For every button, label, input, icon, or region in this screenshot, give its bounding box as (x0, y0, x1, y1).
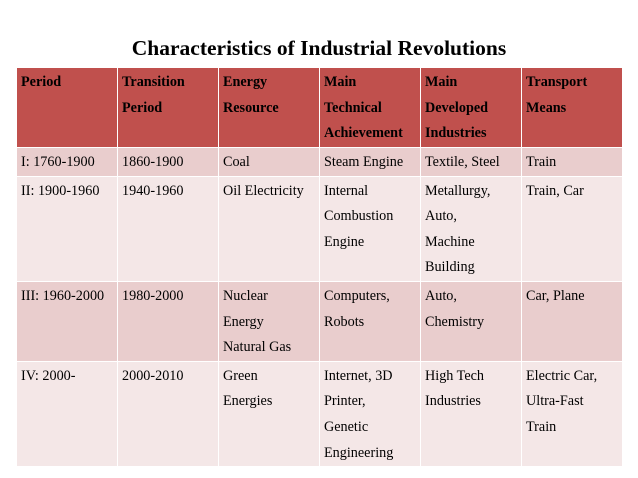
table-cell: Nuclear Energy Natural Gas (218, 281, 320, 362)
table-cell: Metallurgy, Auto, Machine Building (420, 176, 522, 282)
table-row: II: 1900-1960 1940-1960 Oil Electricity … (16, 176, 623, 282)
header-period: Period (16, 68, 118, 148)
table-cell: Train, Car (521, 176, 623, 282)
table-cell: IV: 2000- (16, 361, 118, 468)
table-cell: III: 1960-2000 (16, 281, 118, 362)
table-header-row: Period Transition Period Energy Resource… (16, 68, 623, 148)
revolutions-table: Period Transition Period Energy Resource… (16, 68, 623, 468)
header-transition-period: Transition Period (117, 68, 219, 148)
page-title: Characteristics of Industrial Revolution… (131, 36, 507, 60)
table-cell: Internet, 3D Printer, Genetic Engineerin… (319, 361, 421, 468)
table-cell: High Tech Industries (420, 361, 522, 468)
table-cell: Oil Electricity (218, 176, 320, 282)
table-cell: Green Energies (218, 361, 320, 468)
table-cell: 1860-1900 (117, 147, 219, 177)
table-cell: Computers, Robots (319, 281, 421, 362)
table-cell: 2000-2010 (117, 361, 219, 468)
table-cell: Car, Plane (521, 281, 623, 362)
header-main-developed-industries: Main Developed Industries (420, 68, 522, 148)
table-cell: 1980-2000 (117, 281, 219, 362)
table-cell: 1940-1960 (117, 176, 219, 282)
table-row: IV: 2000- 2000-2010 Green Energies Inter… (16, 361, 623, 468)
header-main-technical-achievement: Main Technical Achievement (319, 68, 421, 148)
table-row: III: 1960-2000 1980-2000 Nuclear Energy … (16, 281, 623, 362)
table-cell: Steam Engine (319, 147, 421, 177)
table-cell: Auto, Chemistry (420, 281, 522, 362)
header-energy-resource: Energy Resource (218, 68, 320, 148)
table-row: I: 1760-1900 1860-1900 Coal Steam Engine… (16, 147, 623, 177)
table-cell: Internal Combustion Engine (319, 176, 421, 282)
table-cell: Train (521, 147, 623, 177)
table-cell: Coal (218, 147, 320, 177)
table-cell: I: 1760-1900 (16, 147, 118, 177)
table-cell: Electric Car, Ultra-Fast Train (521, 361, 623, 468)
table-cell: Textile, Steel (420, 147, 522, 177)
header-transport-means: Transport Means (521, 68, 623, 148)
table-cell: II: 1900-1960 (16, 176, 118, 282)
